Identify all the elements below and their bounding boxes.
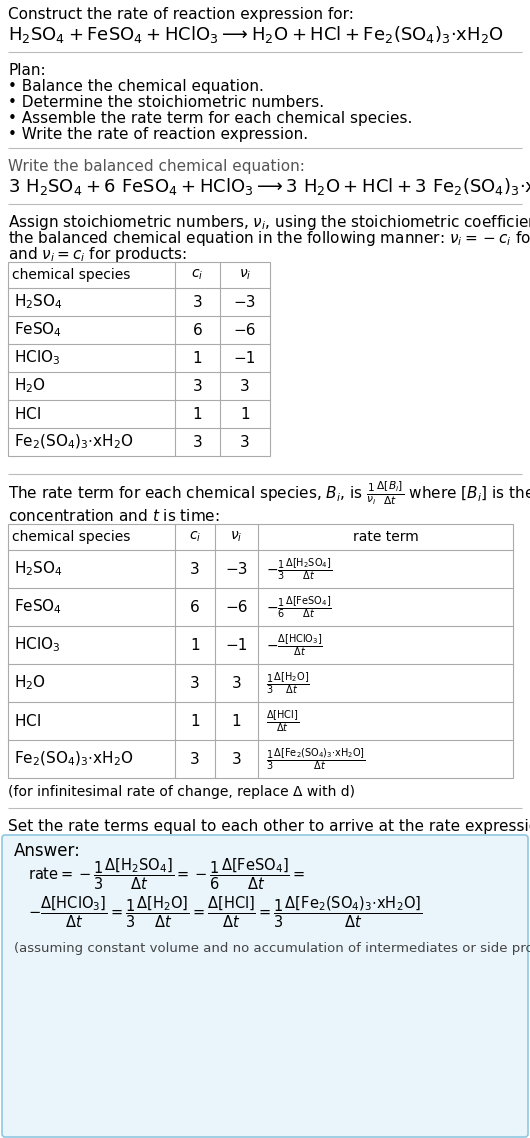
Text: • Assemble the rate term for each chemical species.: • Assemble the rate term for each chemic…: [8, 112, 412, 126]
Text: 1: 1: [190, 714, 200, 728]
FancyBboxPatch shape: [2, 835, 528, 1137]
Text: −3: −3: [234, 295, 256, 310]
Text: Set the rate terms equal to each other to arrive at the rate expression:: Set the rate terms equal to each other t…: [8, 819, 530, 834]
Text: −1: −1: [234, 351, 256, 365]
Text: 1: 1: [232, 714, 241, 728]
Text: the balanced chemical equation in the following manner: $\nu_i = -c_i$ for react: the balanced chemical equation in the fo…: [8, 229, 530, 248]
Text: (for infinitesimal rate of change, replace Δ with d): (for infinitesimal rate of change, repla…: [8, 785, 355, 799]
Text: concentration and $t$ is time:: concentration and $t$ is time:: [8, 508, 220, 523]
Text: $\mathrm{FeSO_4}$: $\mathrm{FeSO_4}$: [14, 597, 62, 617]
Text: $3\ \mathrm{H_2SO_4 + 6\ FeSO_4 + HClO_3 \longrightarrow 3\ H_2O + HCl + 3\ Fe_2: $3\ \mathrm{H_2SO_4 + 6\ FeSO_4 + HClO_3…: [8, 176, 530, 197]
Text: $\frac{1}{3}\frac{\Delta[\mathrm{H_2O}]}{\Delta t}$: $\frac{1}{3}\frac{\Delta[\mathrm{H_2O}]}…: [266, 670, 310, 695]
Text: $\frac{1}{3}\frac{\Delta[\mathrm{Fe_2(SO_4)_3{\cdot}xH_2O}]}{\Delta t}$: $\frac{1}{3}\frac{\Delta[\mathrm{Fe_2(SO…: [266, 747, 366, 772]
Text: The rate term for each chemical species, $B_i$, is $\frac{1}{\nu_i}\frac{\Delta[: The rate term for each chemical species,…: [8, 480, 530, 508]
Text: $\mathrm{H_2SO_4 + FeSO_4 + HClO_3 \longrightarrow H_2O + HCl + Fe_2(SO_4)_3{\cd: $\mathrm{H_2SO_4 + FeSO_4 + HClO_3 \long…: [8, 24, 503, 46]
Text: 1: 1: [240, 406, 250, 421]
Text: $\mathrm{H_2SO_4}$: $\mathrm{H_2SO_4}$: [14, 292, 63, 312]
Text: Answer:: Answer:: [14, 842, 81, 860]
Text: $\mathrm{H_2SO_4}$: $\mathrm{H_2SO_4}$: [14, 560, 63, 578]
Text: 3: 3: [192, 295, 202, 310]
Text: 6: 6: [192, 322, 202, 338]
Text: 3: 3: [192, 435, 202, 450]
Text: $\mathrm{Fe_2(SO_4)_3{\cdot}xH_2O}$: $\mathrm{Fe_2(SO_4)_3{\cdot}xH_2O}$: [14, 750, 134, 768]
Text: • Write the rate of reaction expression.: • Write the rate of reaction expression.: [8, 127, 308, 142]
Text: 3: 3: [232, 676, 241, 691]
Text: $-\frac{1}{3}\frac{\Delta[\mathrm{H_2SO_4}]}{\Delta t}$: $-\frac{1}{3}\frac{\Delta[\mathrm{H_2SO_…: [266, 556, 332, 582]
Text: 3: 3: [192, 379, 202, 394]
Text: 3: 3: [240, 379, 250, 394]
Text: −6: −6: [234, 322, 256, 338]
Text: rate term: rate term: [352, 530, 418, 544]
Text: $\mathrm{FeSO_4}$: $\mathrm{FeSO_4}$: [14, 321, 62, 339]
Text: 3: 3: [190, 561, 200, 577]
Text: 3: 3: [190, 676, 200, 691]
Text: 1: 1: [193, 406, 202, 421]
Text: $\mathrm{rate} = -\dfrac{1}{3}\dfrac{\Delta[\mathrm{H_2SO_4}]}{\Delta t} = -\dfr: $\mathrm{rate} = -\dfrac{1}{3}\dfrac{\De…: [28, 856, 305, 892]
Text: 6: 6: [190, 600, 200, 615]
Bar: [8, 262, 270, 456]
Text: $-\frac{\Delta[\mathrm{HClO_3}]}{\Delta t}$: $-\frac{\Delta[\mathrm{HClO_3}]}{\Delta …: [266, 632, 323, 658]
Text: 3: 3: [240, 435, 250, 450]
Text: • Balance the chemical equation.: • Balance the chemical equation.: [8, 79, 264, 94]
Text: $\mathrm{HCl}$: $\mathrm{HCl}$: [14, 406, 41, 422]
Text: 3: 3: [190, 751, 200, 767]
Text: $\nu_i$: $\nu_i$: [239, 267, 251, 282]
Text: $c_i$: $c_i$: [189, 530, 201, 544]
Text: 1: 1: [193, 351, 202, 365]
Text: $\mathrm{H_2O}$: $\mathrm{H_2O}$: [14, 377, 46, 395]
Text: $\mathrm{H_2O}$: $\mathrm{H_2O}$: [14, 674, 46, 692]
Text: chemical species: chemical species: [12, 269, 130, 282]
Bar: [8, 523, 513, 778]
Text: $\mathrm{HCl}$: $\mathrm{HCl}$: [14, 714, 41, 729]
Text: $-\frac{1}{6}\frac{\Delta[\mathrm{FeSO_4}]}{\Delta t}$: $-\frac{1}{6}\frac{\Delta[\mathrm{FeSO_4…: [266, 594, 332, 620]
Text: • Determine the stoichiometric numbers.: • Determine the stoichiometric numbers.: [8, 94, 324, 110]
Text: chemical species: chemical species: [12, 530, 130, 544]
Text: Assign stoichiometric numbers, $\nu_i$, using the stoichiometric coefficients, $: Assign stoichiometric numbers, $\nu_i$, …: [8, 213, 530, 232]
Text: $\mathrm{HClO_3}$: $\mathrm{HClO_3}$: [14, 348, 60, 368]
Text: $\nu_i$: $\nu_i$: [231, 530, 243, 544]
Text: Write the balanced chemical equation:: Write the balanced chemical equation:: [8, 159, 305, 174]
Text: −1: −1: [225, 637, 248, 652]
Text: Construct the rate of reaction expression for:: Construct the rate of reaction expressio…: [8, 7, 354, 22]
Text: −3: −3: [225, 561, 248, 577]
Text: $\mathrm{Fe_2(SO_4)_3{\cdot}xH_2O}$: $\mathrm{Fe_2(SO_4)_3{\cdot}xH_2O}$: [14, 432, 134, 451]
Text: −6: −6: [225, 600, 248, 615]
Text: 1: 1: [190, 637, 200, 652]
Text: 3: 3: [232, 751, 241, 767]
Text: $\mathrm{HClO_3}$: $\mathrm{HClO_3}$: [14, 636, 60, 654]
Text: and $\nu_i = c_i$ for products:: and $\nu_i = c_i$ for products:: [8, 245, 187, 264]
Text: $\frac{\Delta[\mathrm{HCl}]}{\Delta t}$: $\frac{\Delta[\mathrm{HCl}]}{\Delta t}$: [266, 708, 299, 734]
Text: $-\dfrac{\Delta[\mathrm{HClO_3}]}{\Delta t} = \dfrac{1}{3}\dfrac{\Delta[\mathrm{: $-\dfrac{\Delta[\mathrm{HClO_3}]}{\Delta…: [28, 894, 422, 930]
Text: (assuming constant volume and no accumulation of intermediates or side products): (assuming constant volume and no accumul…: [14, 942, 530, 955]
Text: $c_i$: $c_i$: [191, 267, 204, 282]
Text: Plan:: Plan:: [8, 63, 46, 79]
